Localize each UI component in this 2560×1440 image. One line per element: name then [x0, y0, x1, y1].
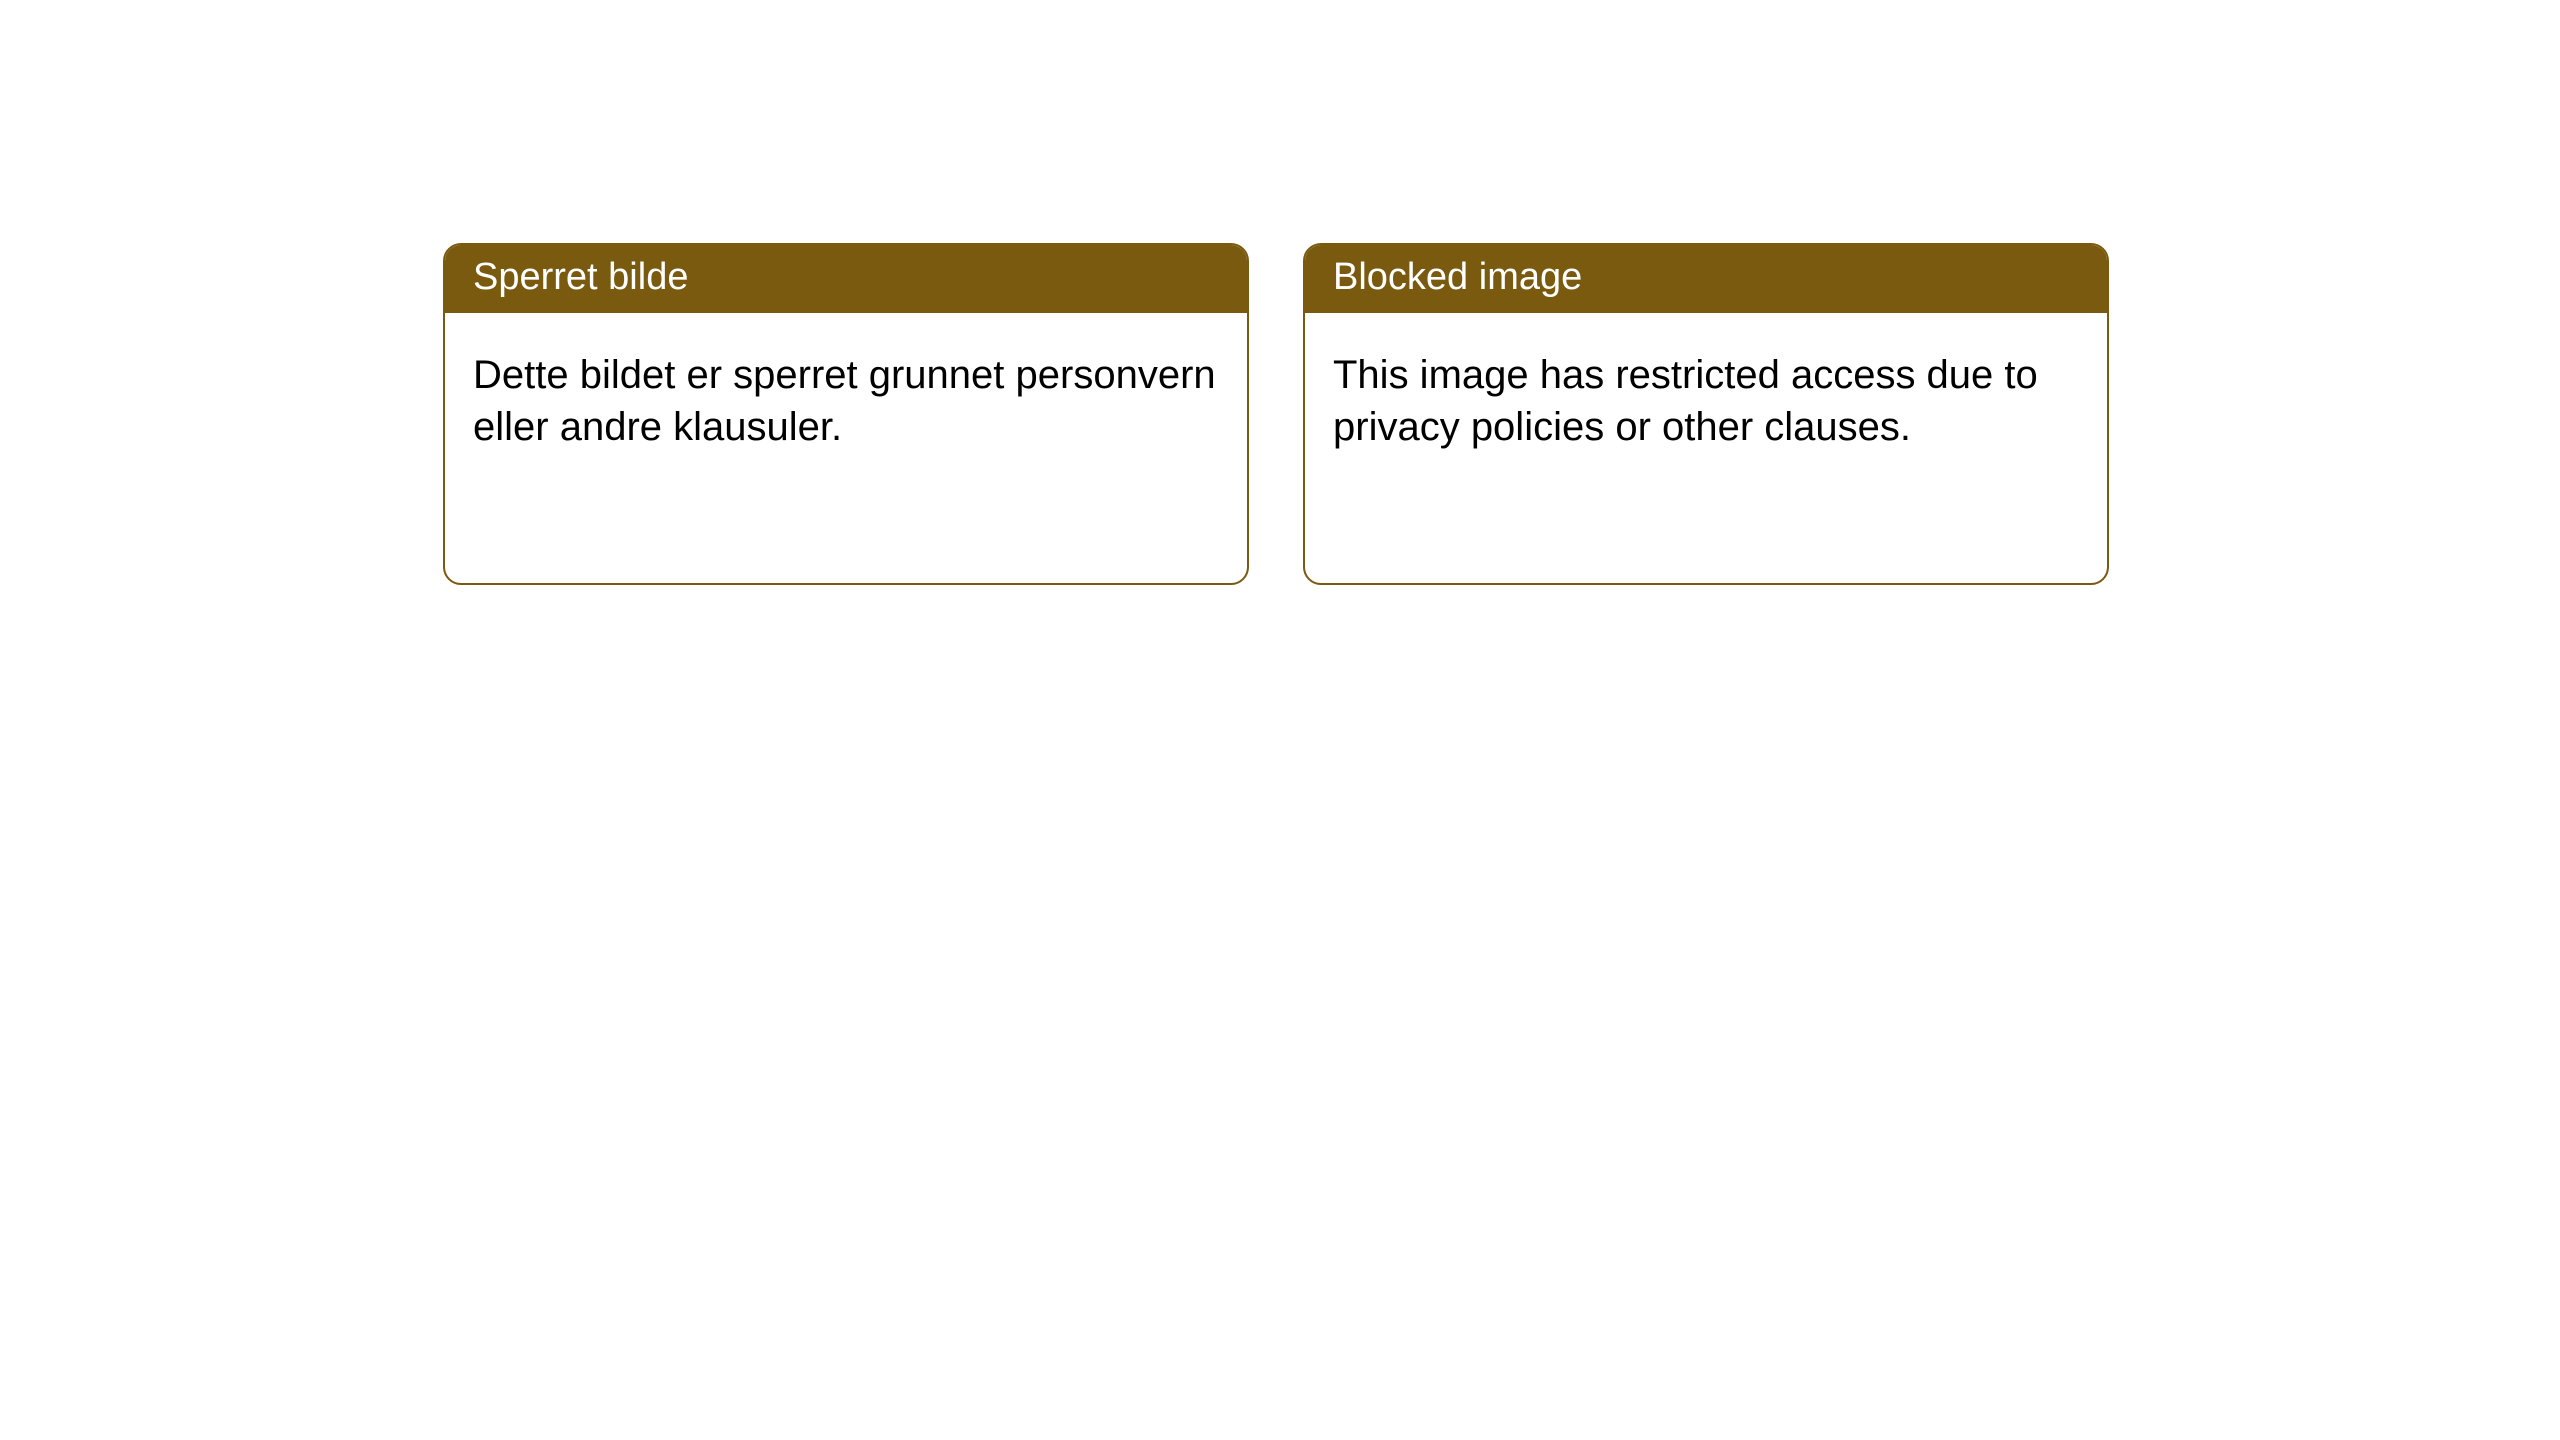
card-body-text: This image has restricted access due to …	[1305, 313, 2107, 481]
blocked-image-card-en: Blocked image This image has restricted …	[1303, 243, 2109, 585]
card-title: Sperret bilde	[445, 245, 1247, 313]
blocked-image-card-no: Sperret bilde Dette bildet er sperret gr…	[443, 243, 1249, 585]
card-title: Blocked image	[1305, 245, 2107, 313]
notice-cards-container: Sperret bilde Dette bildet er sperret gr…	[0, 0, 2560, 585]
card-body-text: Dette bildet er sperret grunnet personve…	[445, 313, 1247, 481]
